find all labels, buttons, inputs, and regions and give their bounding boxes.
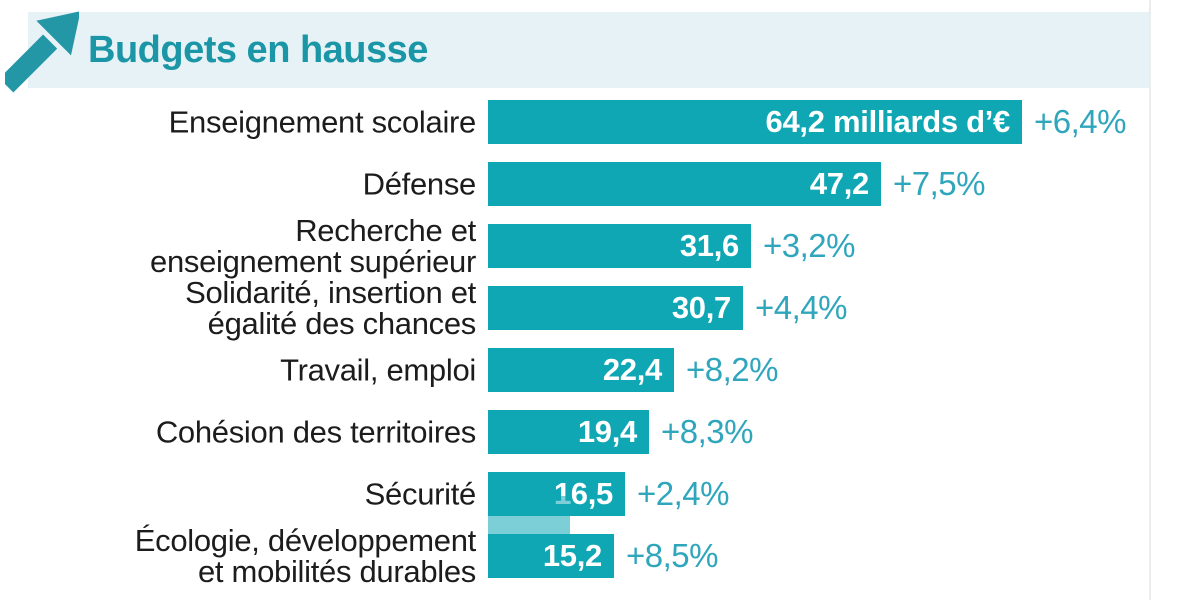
trend-up-arrow-icon — [5, 11, 79, 93]
change-percent-label: +8,3% — [661, 413, 754, 450]
bar-value-label: 22,4 — [602, 352, 662, 387]
chart-title: Budgets en hausse — [88, 28, 428, 71]
cutoff-bar — [488, 496, 570, 540]
bar-value-label: 15,2 — [542, 538, 602, 573]
change-percent-label: +6,4% — [1034, 103, 1127, 140]
change-percent-label: +7,5% — [893, 165, 986, 202]
value-bar: 64,2 milliards d’€ — [488, 100, 1022, 144]
chart-row: Sécurité 16,5 +2,4% — [0, 472, 1200, 516]
bar-value-label: 19,4 — [577, 414, 637, 449]
value-bar: 15,2 — [488, 534, 614, 578]
bar-value-label: 47,2 — [809, 166, 869, 201]
change-percent-label: +4,4% — [755, 289, 848, 326]
chart-row: Travail, emploi 22,4 +8,2% — [0, 348, 1200, 392]
change-percent-label: +8,2% — [686, 351, 779, 388]
value-bar: 22,4 — [488, 348, 674, 392]
right-edge-divider — [1149, 0, 1151, 600]
change-percent-label: +2,4% — [637, 475, 730, 512]
value-bar: 19,4 — [488, 410, 649, 454]
category-label: Cohésion des territoires — [155, 414, 476, 450]
change-percent-label: +3,2% — [763, 227, 856, 264]
chart-row: Solidarité, insertion et égalité des cha… — [0, 277, 1200, 339]
category-label: Recherche et enseignement supérieur — [150, 213, 476, 279]
category-label: Enseignement scolaire — [168, 104, 477, 140]
category-label: Solidarité, insertion et égalité des cha… — [185, 275, 476, 341]
value-bar: 31,6 — [488, 224, 751, 268]
header-band — [28, 12, 1150, 88]
category-label: Écologie, développement et mobilités dur… — [134, 523, 477, 589]
chart-row: Recherche et enseignement supérieur 31,6… — [0, 215, 1200, 277]
category-label: Sécurité — [364, 476, 477, 512]
value-bar: 47,2 — [488, 162, 881, 206]
category-label: Travail, emploi — [280, 352, 476, 388]
bar-value-label: 64,2 milliards d’€ — [765, 104, 1011, 139]
category-label: Défense — [362, 166, 477, 202]
chart-row: Cohésion des territoires 19,4 +8,3% — [0, 410, 1200, 454]
chart-row: Écologie, développement et mobilités dur… — [0, 525, 1200, 587]
change-percent-label: +8,5% — [626, 537, 719, 574]
bar-value-label: 31,6 — [679, 228, 739, 263]
chart-rows: Enseignement scolaire 64,2 milliards d’€… — [0, 100, 1200, 600]
chart-row: Enseignement scolaire 64,2 milliards d’€… — [0, 100, 1200, 144]
value-bar: 30,7 — [488, 286, 743, 330]
bar-value-label: 30,7 — [671, 290, 731, 325]
chart-row: Défense 47,2 +7,5% — [0, 162, 1200, 206]
